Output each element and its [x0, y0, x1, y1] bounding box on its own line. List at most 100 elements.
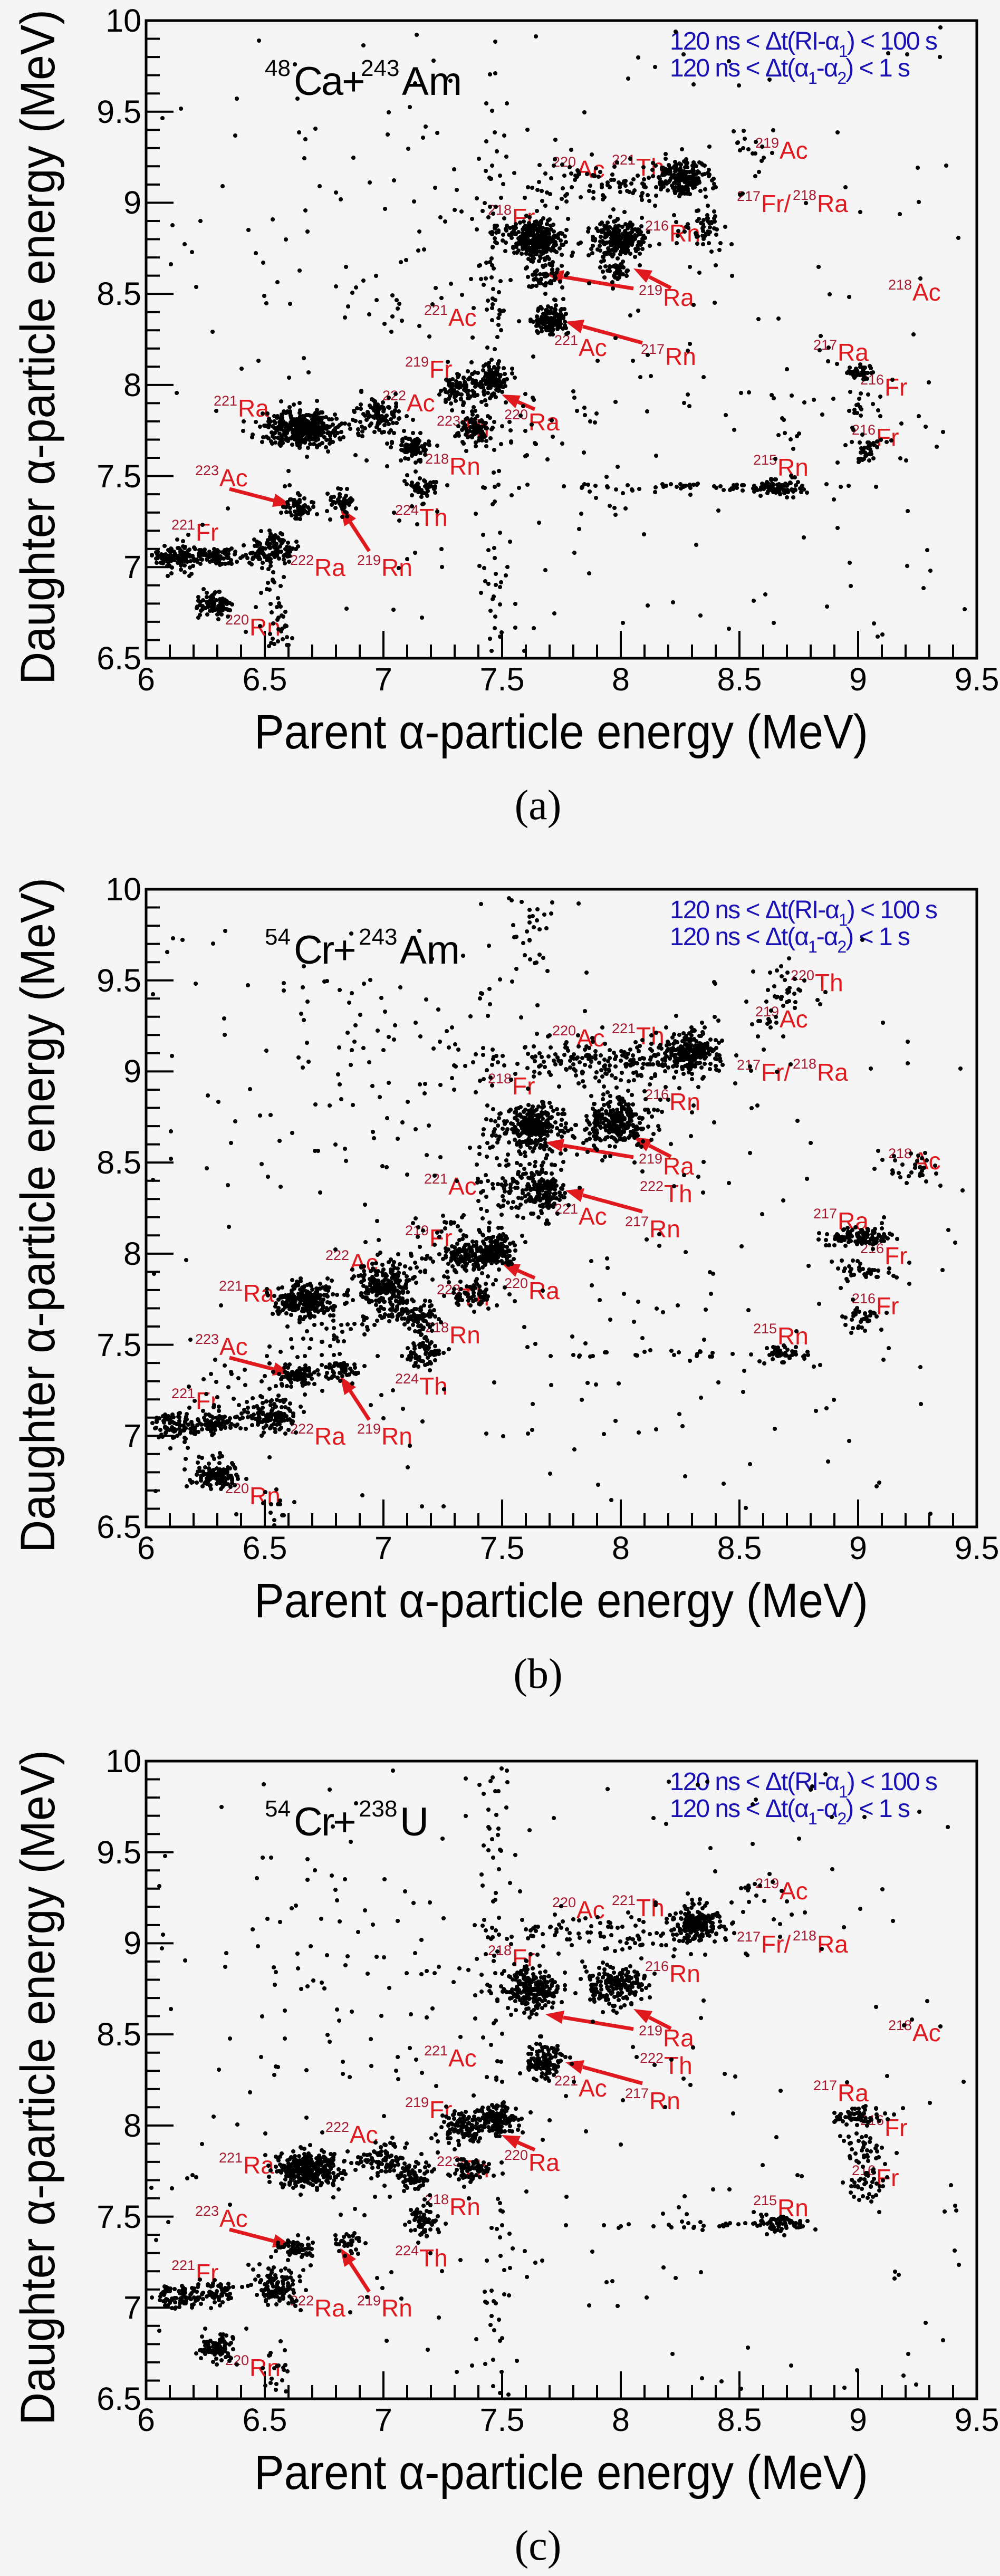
svg-text:6.5: 6.5 [97, 1509, 141, 1545]
svg-text:Rn: Rn [249, 613, 281, 641]
svg-text:Rn: Rn [449, 453, 480, 480]
svg-text:7: 7 [123, 1418, 141, 1454]
svg-text:7: 7 [374, 2402, 392, 2438]
svg-text:215: 215 [753, 1321, 777, 1337]
svg-text:120 ns < Δt(RI-α1) < 100 s: 120 ns < Δt(RI-α1) < 100 s [670, 1768, 937, 1801]
svg-text:217: 217 [813, 1206, 837, 1222]
svg-text:221: 221 [612, 1021, 636, 1036]
svg-text:Fr: Fr [512, 1072, 535, 1100]
svg-text:Parent α-particle energy (MeV): Parent α-particle energy (MeV) [254, 2446, 868, 2500]
svg-text:54: 54 [265, 924, 291, 950]
svg-text:7.5: 7.5 [97, 2199, 141, 2235]
svg-text:6.5: 6.5 [243, 661, 287, 697]
svg-text:219: 219 [357, 552, 381, 568]
svg-text:Ra: Ra [838, 2079, 869, 2107]
svg-text:Ra: Ra [243, 1280, 274, 1307]
svg-text:8: 8 [612, 661, 630, 697]
svg-text:215: 215 [753, 2193, 777, 2208]
svg-text:Am: Am [402, 59, 462, 104]
svg-text:7.5: 7.5 [480, 661, 525, 697]
svg-text:219: 219 [639, 1151, 662, 1167]
svg-text:216: 216 [645, 1087, 669, 1102]
svg-text:48: 48 [265, 55, 291, 81]
svg-text:Fr: Fr [884, 1242, 907, 1270]
svg-text:219: 219 [405, 354, 429, 370]
svg-text:9.5: 9.5 [955, 2402, 999, 2438]
svg-text:Th: Th [419, 1372, 448, 1400]
svg-text:223: 223 [195, 463, 219, 478]
svg-text:222: 222 [325, 2119, 349, 2135]
svg-text:Daughter α-particle energy (Me: Daughter α-particle energy (MeV) [11, 878, 65, 1553]
svg-text:Fr: Fr [884, 373, 907, 401]
svg-text:220: 220 [552, 1895, 576, 1910]
svg-text:217: 217 [625, 1214, 649, 1229]
svg-text:218: 218 [888, 1146, 912, 1161]
svg-text:Rn: Rn [381, 1422, 412, 1450]
svg-text:221: 221 [612, 1892, 636, 1908]
svg-text:Ac: Ac [780, 1005, 808, 1033]
svg-text:219: 219 [357, 2293, 381, 2309]
svg-text:223: 223 [195, 2203, 219, 2219]
svg-text:Ac: Ac [448, 1172, 477, 1200]
svg-text:Ra: Ra [238, 395, 269, 422]
svg-text:216: 216 [852, 1291, 876, 1306]
svg-text:Fr: Fr [196, 1387, 218, 1415]
svg-text:120 ns < Δt(α1-α2) < 1 s: 120 ns < Δt(α1-α2) < 1 s [670, 54, 910, 88]
svg-text:221: 221 [214, 393, 237, 409]
svg-text:221: 221 [171, 517, 195, 533]
svg-text:Rn: Rn [669, 1960, 700, 1987]
svg-text:Am: Am [400, 928, 460, 973]
svg-text:Ra: Ra [817, 190, 848, 217]
svg-text:(a): (a) [515, 782, 562, 829]
svg-text:Ac: Ac [579, 334, 607, 361]
svg-text:218: 218 [488, 202, 512, 218]
svg-text:8.5: 8.5 [717, 2402, 762, 2438]
svg-text:8: 8 [612, 2402, 630, 2438]
svg-text:Daughter α-particle energy (Me: Daughter α-particle energy (MeV) [11, 9, 65, 685]
svg-text:Ra: Ra [838, 339, 869, 366]
svg-text:Fr: Fr [196, 2259, 218, 2286]
svg-text:9: 9 [849, 2402, 867, 2438]
svg-text:Ac: Ac [219, 1333, 248, 1360]
svg-text:Daughter α-particle energy (Me: Daughter α-particle energy (MeV) [11, 1750, 65, 2425]
svg-text:8.5: 8.5 [97, 1145, 141, 1180]
svg-text:217: 217 [641, 341, 665, 357]
svg-text:10: 10 [105, 1743, 141, 1779]
svg-text:U: U [400, 1800, 429, 1844]
svg-text:221: 221 [424, 302, 448, 318]
svg-text:Ac: Ac [780, 137, 808, 164]
svg-text:Ac: Ac [407, 389, 435, 417]
svg-text:216: 216 [645, 1958, 669, 1974]
svg-text:8.5: 8.5 [717, 1530, 762, 1566]
svg-text:6: 6 [137, 1530, 155, 1566]
svg-text:9: 9 [849, 661, 867, 697]
svg-text:Fr/: Fr/ [761, 1930, 791, 1958]
svg-text:9: 9 [123, 1053, 141, 1089]
svg-text:Ra: Ra [528, 2149, 560, 2176]
svg-text:120 ns < Δt(α1-α2) < 1 s: 120 ns < Δt(α1-α2) < 1 s [670, 1795, 910, 1828]
svg-text:220: 220 [552, 1023, 576, 1039]
svg-text:Ca+: Ca+ [294, 59, 364, 104]
svg-text:7: 7 [374, 1530, 392, 1566]
svg-text:218: 218 [888, 277, 912, 293]
svg-text:Rn: Rn [649, 2087, 680, 2114]
svg-text:223: 223 [195, 1331, 219, 1347]
svg-text:9: 9 [123, 185, 141, 220]
svg-text:Rn: Rn [649, 1215, 680, 1243]
svg-text:7.5: 7.5 [97, 1327, 141, 1363]
svg-text:Rn: Rn [381, 2294, 412, 2322]
svg-text:9.5: 9.5 [955, 1530, 999, 1566]
svg-text:Fr: Fr [196, 518, 218, 546]
svg-text:120 ns < Δt(RI-α1) < 100 s: 120 ns < Δt(RI-α1) < 100 s [670, 27, 937, 61]
svg-text:219: 219 [639, 2023, 662, 2039]
svg-text:Ac: Ac [576, 1896, 605, 1924]
svg-text:Rn: Rn [449, 1321, 480, 1349]
svg-text:222: 222 [640, 2050, 664, 2066]
svg-text:220: 220 [225, 612, 249, 628]
svg-text:220: 220 [552, 154, 576, 170]
svg-text:221: 221 [424, 1171, 448, 1187]
svg-text:7: 7 [123, 549, 141, 585]
svg-text:Ac: Ac [219, 464, 248, 492]
svg-text:Ra: Ra [314, 2294, 345, 2322]
svg-text:221: 221 [171, 2257, 195, 2273]
